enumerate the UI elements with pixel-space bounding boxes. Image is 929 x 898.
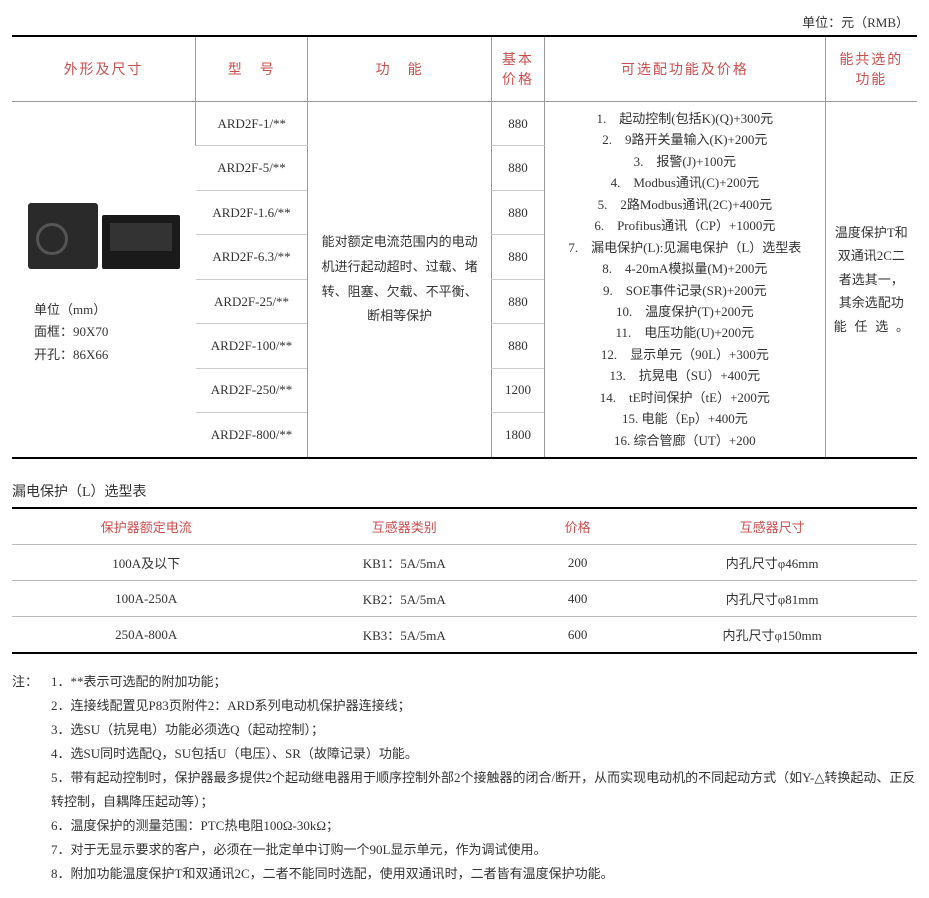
leak-protection-table: 保护器额定电流 互感器类别 价格 互感器尺寸 100A及以下 KB1：5A/5m…	[12, 507, 917, 654]
leak-size: 内孔尺寸φ81mm	[627, 581, 917, 617]
leak-price: 200	[528, 545, 627, 581]
leak-row: 250A-800A KB3：5A/5mA 600 内孔尺寸φ150mm	[12, 617, 917, 654]
leak-header-row: 保护器额定电流 互感器类别 价格 互感器尺寸	[12, 508, 917, 545]
option-item: 5. 2路Modbus通讯(2C)+400元	[553, 194, 817, 215]
device-illustration	[20, 203, 187, 269]
leak-section-title: 漏电保护（L）选型表	[12, 481, 917, 501]
model-cell: ARD2F-1.6/**	[196, 190, 308, 234]
shape-hole: 开孔：86X66	[34, 344, 187, 366]
leak-header-type: 互感器类别	[280, 508, 528, 545]
leak-rated: 250A-800A	[12, 617, 280, 654]
price-cell: 880	[492, 279, 545, 323]
leak-header-price: 价格	[528, 508, 627, 545]
note-item: 5．带有起动控制时，保护器最多提供2个起动继电器用于顺序控制外部2个接触器的闭合…	[51, 766, 917, 814]
option-item: 13. 抗晃电（SU）+400元	[553, 365, 817, 386]
model-cell: ARD2F-100/**	[196, 324, 308, 368]
option-item: 6. Profibus通讯（CP）+1000元	[553, 215, 817, 236]
price-cell: 880	[492, 102, 545, 146]
leak-price: 400	[528, 581, 627, 617]
main-header-row: 外形及尺寸 型 号 功 能 基本价格 可选配功能及价格 能共选的功能	[12, 36, 917, 102]
leak-type: KB2：5A/5mA	[280, 581, 528, 617]
option-item: 8. 4-20mA模拟量(M)+200元	[553, 258, 817, 279]
header-func: 功 能	[308, 36, 492, 102]
price-cell: 880	[492, 235, 545, 279]
model-cell: ARD2F-800/**	[196, 413, 308, 458]
option-item: 3. 报警(J)+100元	[553, 151, 817, 172]
shape-cell: 单位（mm） 面框：90X70 开孔：86X66	[12, 102, 196, 459]
option-item: 16. 综合管廊（UT）+200	[553, 430, 817, 451]
option-item: 7. 漏电保护(L):见漏电保护（L）选型表	[553, 237, 817, 258]
device-box-right	[102, 215, 180, 269]
leak-rated: 100A-250A	[12, 581, 280, 617]
leak-price: 600	[528, 617, 627, 654]
model-cell: ARD2F-25/**	[196, 279, 308, 323]
leak-row: 100A及以下 KB1：5A/5mA 200 内孔尺寸φ46mm	[12, 545, 917, 581]
header-model: 型 号	[196, 36, 308, 102]
shared-cell: 温度保护T和双通讯2C二者选其一，其余选配功能任选。	[825, 102, 917, 459]
model-cell: ARD2F-5/**	[196, 146, 308, 190]
device-box-left	[28, 203, 98, 269]
shape-frame: 面框：90X70	[34, 321, 187, 343]
option-item: 1. 起动控制(包括K)(Q)+300元	[553, 108, 817, 129]
note-item: 6．温度保护的测量范围：PTC热电阻100Ω-30kΩ；	[51, 814, 917, 838]
note-item: 3．选SU（抗晃电）功能必须选Q（起动控制）；	[51, 718, 917, 742]
header-options: 可选配功能及价格	[545, 36, 826, 102]
leak-type: KB1：5A/5mA	[280, 545, 528, 581]
unit-label: 单位：元（RMB）	[12, 12, 917, 31]
option-item: 14. tE时间保护（tE）+200元	[553, 387, 817, 408]
header-shape: 外形及尺寸	[12, 36, 196, 102]
func-cell: 能对额定电流范围内的电动机进行起动超时、过载、堵转、阻塞、欠载、不平衡、断相等保…	[308, 102, 492, 459]
leak-size: 内孔尺寸φ46mm	[627, 545, 917, 581]
leak-rated: 100A及以下	[12, 545, 280, 581]
notes-label: 注：	[12, 670, 38, 694]
option-item: 11. 电压功能(U)+200元	[553, 322, 817, 343]
note-item: 8．附加功能温度保护T和双通讯2C，二者不能同时选配，使用双通讯时，二者皆有温度…	[51, 862, 917, 886]
price-cell: 1200	[492, 368, 545, 412]
header-shared: 能共选的功能	[825, 36, 917, 102]
note-item: 7．对于无显示要求的客户，必须在一批定单中订购一个90L显示单元，作为调试使用。	[51, 838, 917, 862]
price-cell: 880	[492, 190, 545, 234]
model-cell: ARD2F-1/**	[196, 102, 308, 146]
table-row: 单位（mm） 面框：90X70 开孔：86X66 ARD2F-1/** 能对额定…	[12, 102, 917, 146]
price-cell: 880	[492, 324, 545, 368]
model-cell: ARD2F-6.3/**	[196, 235, 308, 279]
price-cell: 1800	[492, 413, 545, 458]
leak-header-rated: 保护器额定电流	[12, 508, 280, 545]
option-item: 15. 电能（Ep）+400元	[553, 408, 817, 429]
options-list: 1. 起动控制(包括K)(Q)+300元 2. 9路开关量输入(K)+200元 …	[553, 108, 817, 451]
note-item: 2．连接线配置见P83页附件2：ARD系列电动机保护器连接线；	[51, 694, 917, 718]
note-item: 4．选SU同时选配Q，SU包括U（电压）、SR（故障记录）功能。	[51, 742, 917, 766]
header-price: 基本价格	[492, 36, 545, 102]
model-cell: ARD2F-250/**	[196, 368, 308, 412]
options-cell: 1. 起动控制(包括K)(Q)+300元 2. 9路开关量输入(K)+200元 …	[545, 102, 826, 459]
shape-unit: 单位（mm）	[34, 299, 187, 321]
notes-list: 1．**表示可选配的附加功能； 2．连接线配置见P83页附件2：ARD系列电动机…	[12, 670, 917, 886]
option-item: 4. Modbus通讯(C)+200元	[553, 172, 817, 193]
option-item: 10. 温度保护(T)+200元	[553, 301, 817, 322]
note-item: 1．**表示可选配的附加功能；	[51, 670, 917, 694]
option-item: 9. SOE事件记录(SR)+200元	[553, 280, 817, 301]
leak-header-size: 互感器尺寸	[627, 508, 917, 545]
option-item: 12. 显示单元（90L）+300元	[553, 344, 817, 365]
leak-type: KB3：5A/5mA	[280, 617, 528, 654]
leak-size: 内孔尺寸φ150mm	[627, 617, 917, 654]
main-product-table: 外形及尺寸 型 号 功 能 基本价格 可选配功能及价格 能共选的功能 单位（mm…	[12, 35, 917, 459]
notes-section: 注： 1．**表示可选配的附加功能； 2．连接线配置见P83页附件2：ARD系列…	[12, 670, 917, 886]
price-cell: 880	[492, 146, 545, 190]
option-item: 2. 9路开关量输入(K)+200元	[553, 129, 817, 150]
leak-row: 100A-250A KB2：5A/5mA 400 内孔尺寸φ81mm	[12, 581, 917, 617]
